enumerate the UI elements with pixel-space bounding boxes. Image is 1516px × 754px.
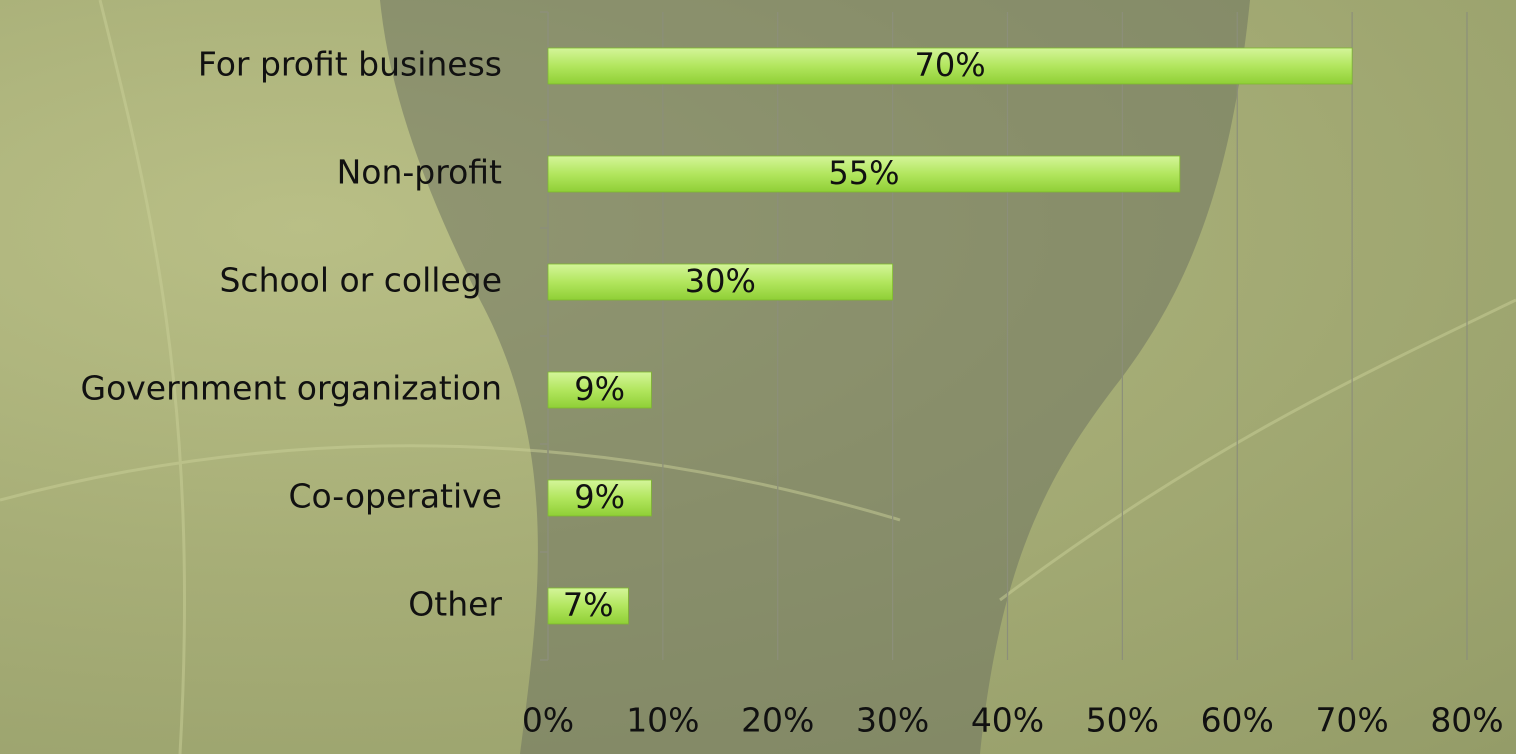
value-label: 70%: [915, 46, 986, 84]
x-tick-label: 70%: [1315, 701, 1388, 740]
slide: 0% 10% 20% 30% 40% 50% 60% 70% 80% For profit bus…: [0, 0, 1516, 754]
category-label: Government organization: [81, 369, 502, 408]
category-label: Other: [408, 585, 502, 624]
background-shape: [380, 0, 1250, 754]
value-label: 55%: [828, 154, 899, 192]
x-tick-label: 80%: [1430, 701, 1503, 740]
category-label: Non-profit: [337, 153, 502, 192]
x-tick-label: 20%: [741, 701, 814, 740]
value-label: 7%: [563, 586, 614, 624]
x-tick-label: 60%: [1201, 701, 1274, 740]
chart: 0% 10% 20% 30% 40% 50% 60% 70% 80% For profit bus…: [0, 0, 1516, 754]
x-tick-label: 0%: [522, 701, 574, 740]
x-tick-label: 50%: [1086, 701, 1159, 740]
x-tick-label: 10%: [626, 701, 699, 740]
x-tick-label: 30%: [856, 701, 929, 740]
value-label: 9%: [574, 370, 625, 408]
value-label: 30%: [685, 262, 756, 300]
value-label: 9%: [574, 478, 625, 516]
category-label: Co-operative: [288, 477, 502, 516]
category-label: For profit business: [198, 45, 502, 84]
category-label: School or college: [219, 261, 502, 300]
x-tick-label: 40%: [971, 701, 1044, 740]
